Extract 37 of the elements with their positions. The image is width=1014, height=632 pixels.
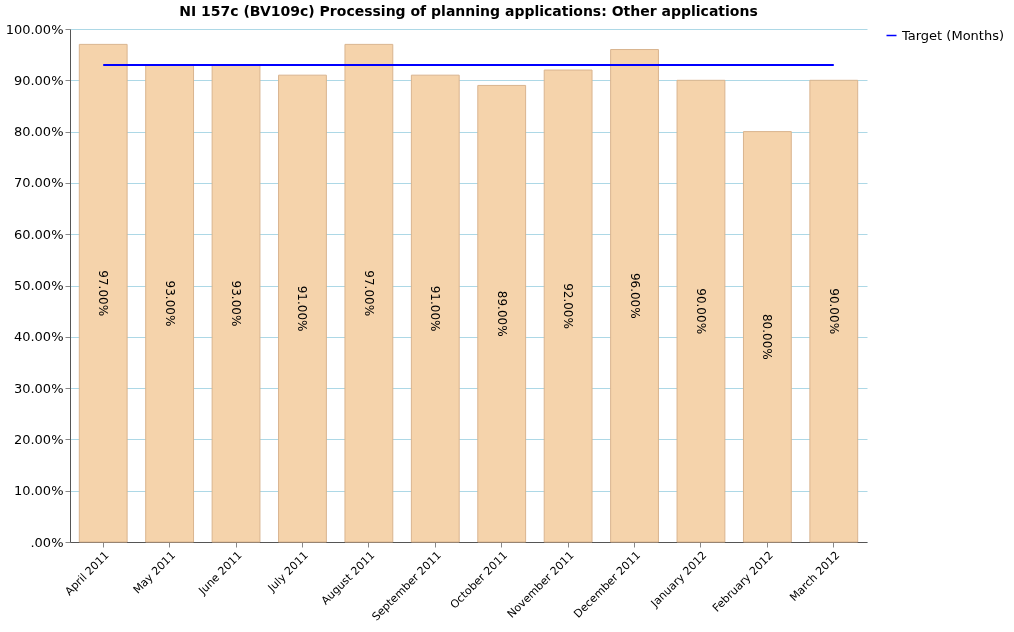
- data-label: 80.00%: [760, 313, 775, 360]
- bar: [610, 49, 659, 543]
- data-label: 93.00%: [229, 280, 244, 327]
- legend-label: Target (Months): [901, 27, 1005, 43]
- data-label: 91.00%: [295, 285, 310, 332]
- y-tick-label: 90.00%: [13, 72, 64, 88]
- data-label: 91.00%: [428, 285, 443, 332]
- bar: [278, 74, 327, 543]
- bar: [344, 43, 394, 543]
- data-label: 92.00%: [561, 283, 576, 329]
- bar: [676, 79, 726, 543]
- bar: [477, 84, 527, 543]
- data-label: 90.00%: [693, 288, 708, 335]
- bar: [211, 64, 261, 543]
- data-label: 96.00%: [627, 272, 642, 319]
- bar: [410, 74, 460, 543]
- bar: [742, 131, 792, 543]
- y-tick-label: 60.00%: [13, 226, 64, 242]
- y-tick-label: .00%: [30, 534, 64, 550]
- data-label: 93.00%: [162, 280, 177, 327]
- y-tick-label: 70.00%: [13, 175, 64, 191]
- bar: [543, 69, 593, 543]
- bar: [145, 64, 195, 543]
- bar: [809, 79, 859, 543]
- data-label: 97.00%: [96, 270, 111, 317]
- y-tick-label: 20.00%: [13, 431, 64, 447]
- y-tick-label: 50.00%: [13, 278, 64, 293]
- y-tick-label: 10.00%: [13, 483, 64, 499]
- y-tick-label: 100.00%: [5, 21, 64, 37]
- bar: [78, 43, 128, 543]
- y-tick-label: 40.00%: [13, 329, 64, 345]
- chart-title: NI 157c (BV109c) Processing of planning applications: Other applications: [179, 3, 758, 19]
- data-label: 90.00%: [826, 288, 841, 335]
- data-label: 97.00%: [361, 270, 376, 317]
- y-tick-label: 30.00%: [13, 380, 64, 396]
- y-tick-label: 80.00%: [13, 124, 64, 140]
- data-label: 89.00%: [494, 290, 509, 337]
